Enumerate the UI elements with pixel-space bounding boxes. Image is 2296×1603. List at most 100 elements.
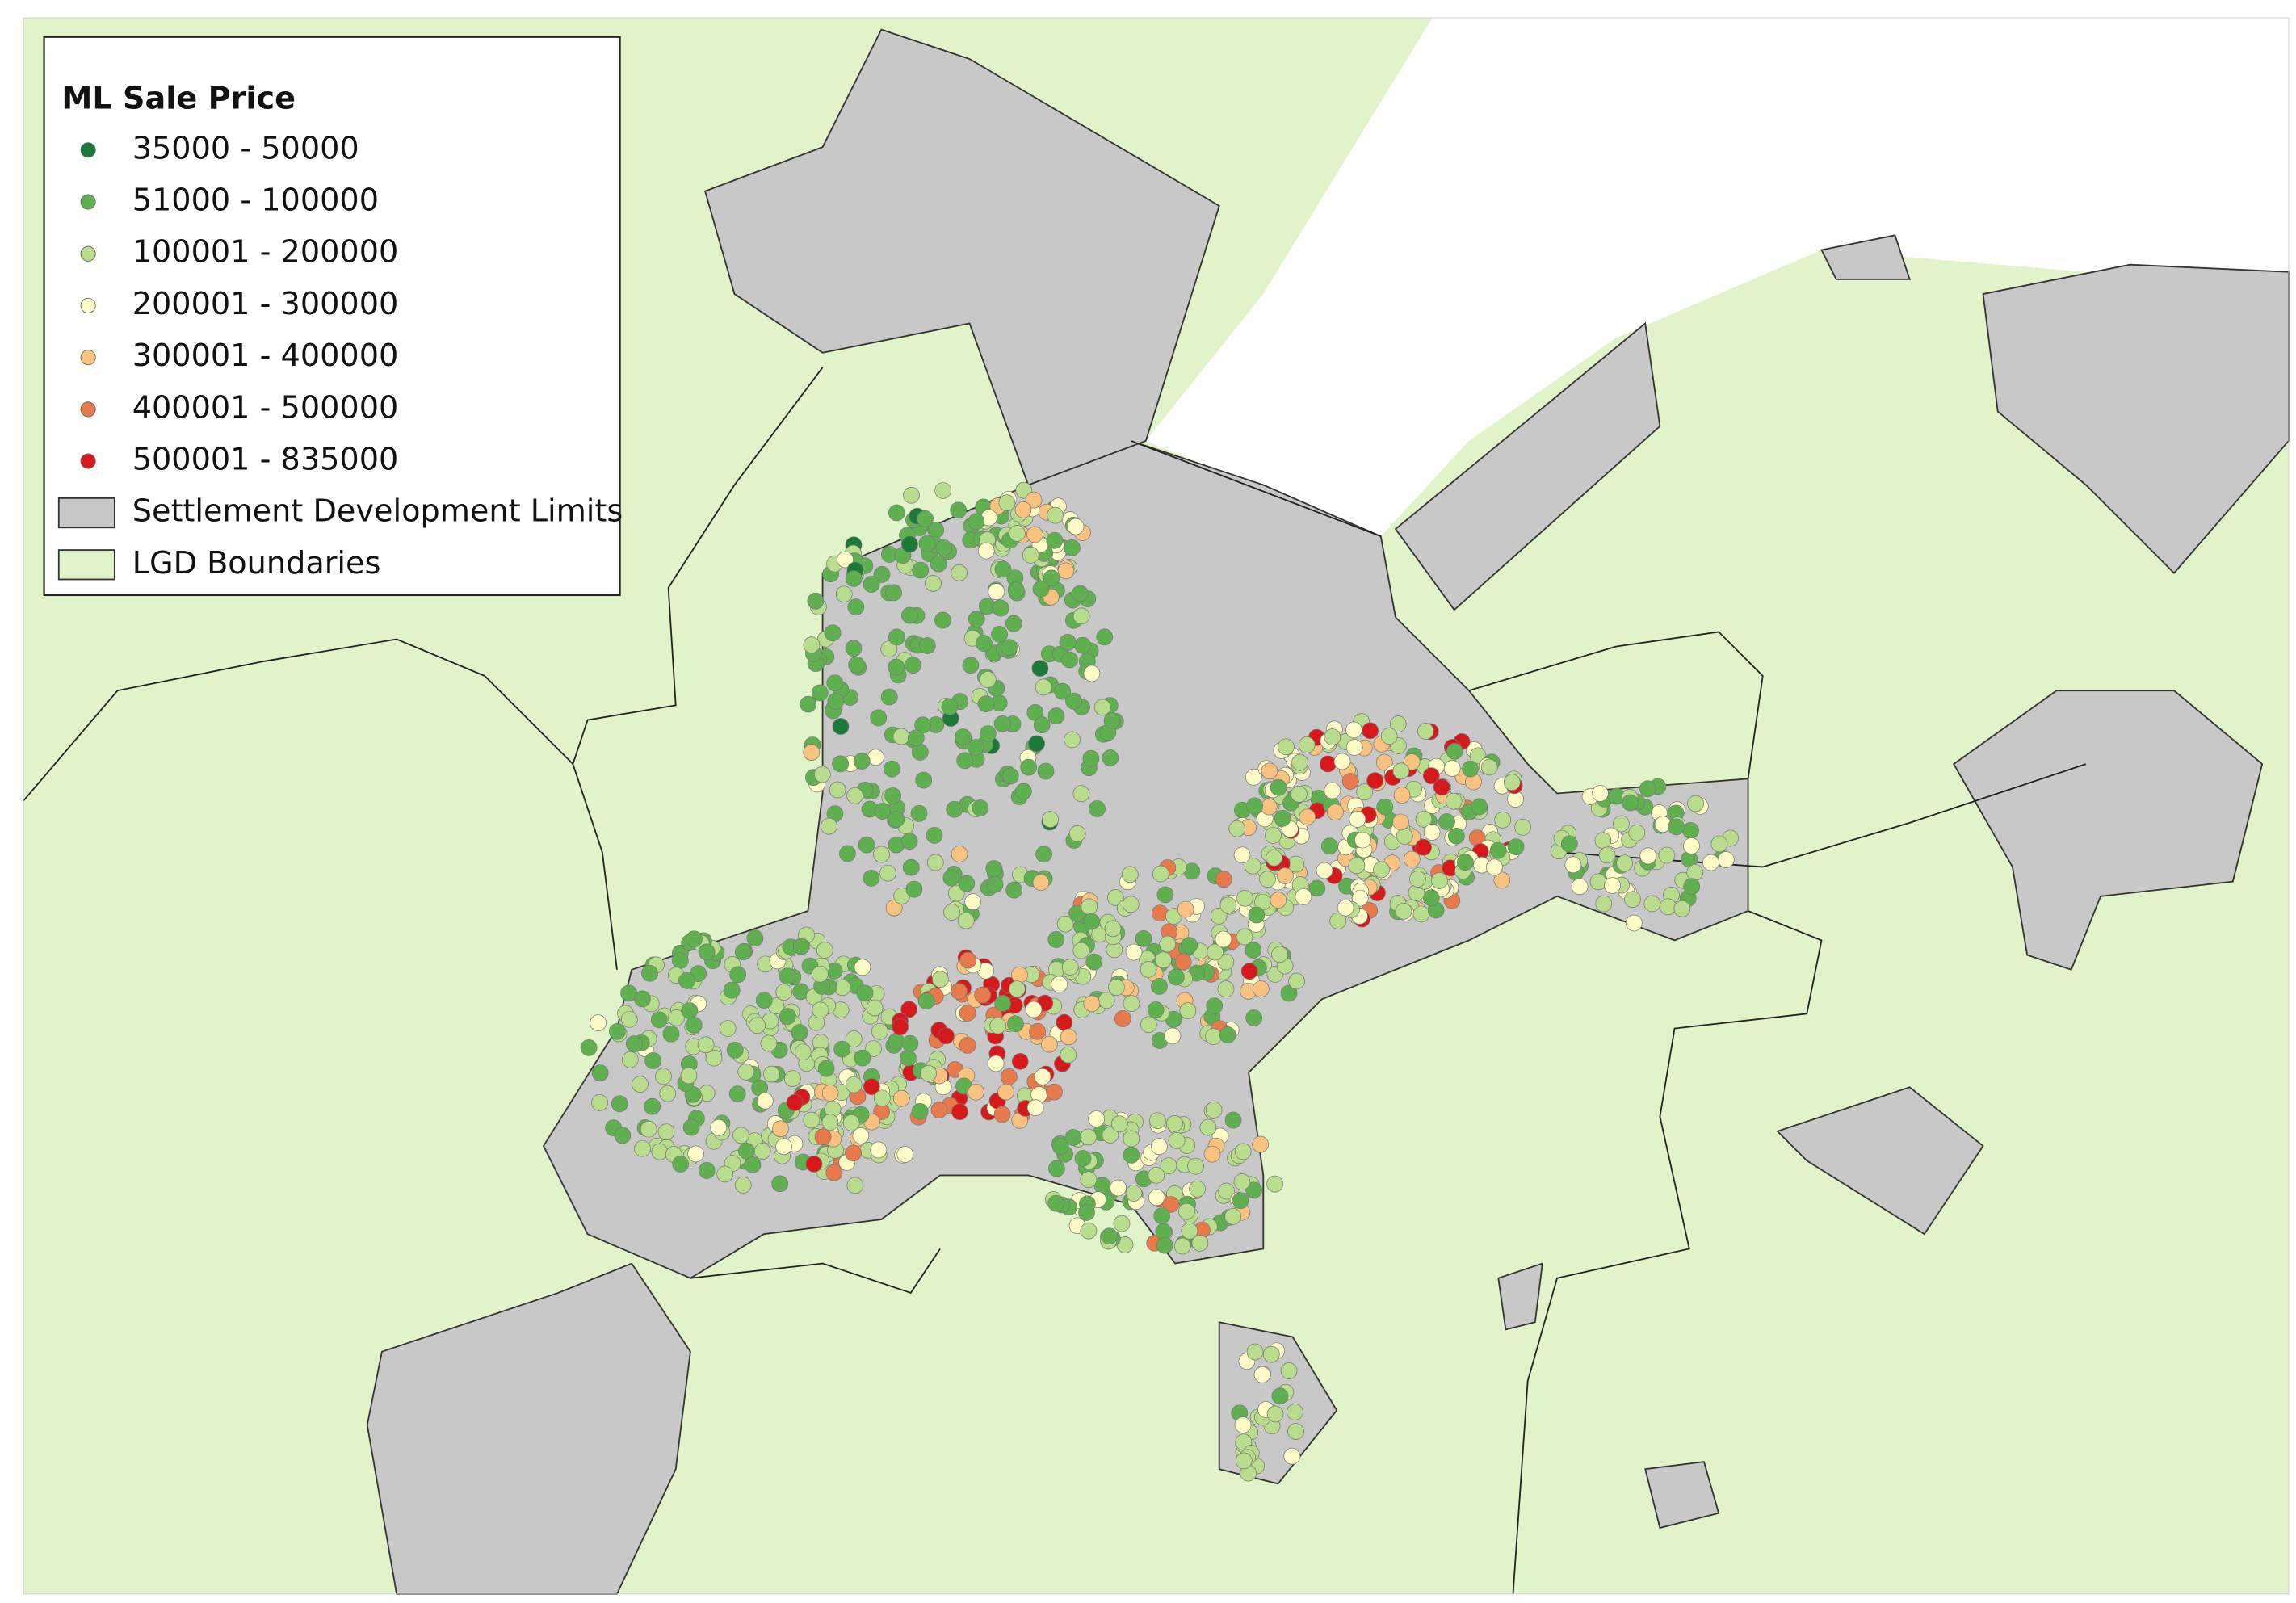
sale-point	[1415, 838, 1432, 856]
sale-point	[1270, 778, 1287, 796]
sale-point	[1351, 889, 1369, 907]
map-base	[23, 17, 2290, 1595]
sale-point	[1598, 846, 1616, 864]
sale-point	[1265, 827, 1282, 844]
sale-point	[951, 1103, 968, 1121]
legend-swatch	[80, 194, 96, 210]
sale-point	[1341, 773, 1359, 790]
sale-point	[870, 709, 888, 727]
sale-point	[1032, 580, 1050, 598]
sale-point	[950, 501, 968, 519]
sale-point	[1266, 849, 1282, 867]
sale-point	[825, 1164, 843, 1181]
sale-point	[1260, 798, 1278, 816]
sale-point	[1240, 963, 1258, 980]
sale-point	[888, 658, 905, 676]
sale-point	[650, 1011, 668, 1029]
sale-point	[1362, 722, 1379, 740]
sale-point	[729, 966, 747, 984]
sale-point	[680, 1067, 698, 1085]
sale-point	[644, 1097, 661, 1115]
sale-point	[1135, 929, 1152, 947]
sale-point	[800, 695, 817, 713]
sale-point	[1072, 942, 1090, 959]
sale-point	[1083, 665, 1101, 682]
sale-point	[1181, 1222, 1198, 1240]
sale-point	[1156, 886, 1174, 904]
sale-point	[967, 738, 984, 756]
sale-point	[821, 1114, 839, 1131]
sale-point	[1233, 846, 1251, 864]
sale-point	[826, 674, 844, 691]
sale-point	[1271, 946, 1288, 963]
sale-point	[951, 846, 968, 862]
settlement	[1644, 1461, 1720, 1530]
sale-point	[1316, 862, 1333, 879]
sale-point	[621, 1051, 639, 1068]
sale-point	[1140, 961, 1157, 978]
sale-point	[698, 943, 716, 961]
sale-point	[1457, 854, 1474, 871]
settlement	[1982, 263, 2290, 574]
sale-point	[880, 688, 898, 706]
sale-point	[1280, 984, 1298, 1002]
settlement	[1776, 1086, 1984, 1236]
sale-point	[1047, 931, 1065, 948]
sale-point	[728, 1085, 746, 1102]
sale-point	[884, 760, 900, 778]
legend: ML Sale Price 35000 - 50000 51000 - 10000…	[43, 36, 623, 597]
sale-point	[975, 635, 993, 652]
boundary	[572, 763, 618, 970]
sale-point	[1224, 1111, 1242, 1129]
sale-point	[1064, 1129, 1082, 1146]
sale-point	[811, 965, 829, 983]
legend-label: 500001 - 835000	[132, 443, 399, 478]
sale-point	[1085, 953, 1103, 971]
sale-point	[1403, 850, 1421, 868]
sale-point	[968, 513, 985, 531]
sale-point	[1320, 837, 1338, 855]
sale-point	[813, 766, 831, 783]
sale-point	[1224, 1207, 1242, 1225]
sale-point	[1409, 871, 1426, 888]
sale-point	[1025, 1001, 1043, 1018]
sale-point	[930, 555, 947, 573]
sale-point	[681, 1002, 699, 1019]
sale-point	[968, 611, 985, 627]
sale-point	[644, 1052, 661, 1069]
sale-point	[1026, 1099, 1044, 1116]
sale-point	[1205, 1102, 1223, 1118]
sale-point	[866, 999, 884, 1017]
sale-point	[1433, 778, 1450, 795]
legend-box	[43, 36, 621, 597]
sale-point	[1233, 1173, 1251, 1190]
sale-point	[655, 1068, 672, 1085]
sale-point	[1011, 1052, 1029, 1070]
sale-point	[845, 640, 863, 657]
sale-point	[1244, 857, 1261, 875]
sale-point	[791, 1024, 808, 1041]
sale-point	[1422, 767, 1440, 784]
sale-point	[657, 1123, 675, 1140]
sale-point	[1151, 977, 1168, 995]
sale-point	[1403, 753, 1421, 770]
sale-point	[792, 938, 810, 955]
sale-point	[951, 564, 968, 581]
sale-point	[1417, 723, 1434, 740]
sale-point	[1252, 1135, 1270, 1153]
sale-point	[1271, 1387, 1289, 1405]
sale-point	[1151, 1138, 1168, 1156]
sale-point	[1348, 857, 1366, 875]
sale-point	[1033, 716, 1051, 734]
sale-point	[1480, 758, 1498, 776]
sale-point	[1395, 902, 1412, 920]
sale-point	[705, 1049, 723, 1067]
sale-point	[934, 611, 951, 629]
sale-point	[1005, 615, 1022, 632]
sale-point	[668, 1009, 685, 1026]
sale-point	[917, 510, 934, 527]
sale-point	[1061, 959, 1079, 976]
sale-point	[1083, 995, 1101, 1013]
sale-point	[1356, 783, 1374, 800]
sale-point	[994, 995, 1012, 1012]
